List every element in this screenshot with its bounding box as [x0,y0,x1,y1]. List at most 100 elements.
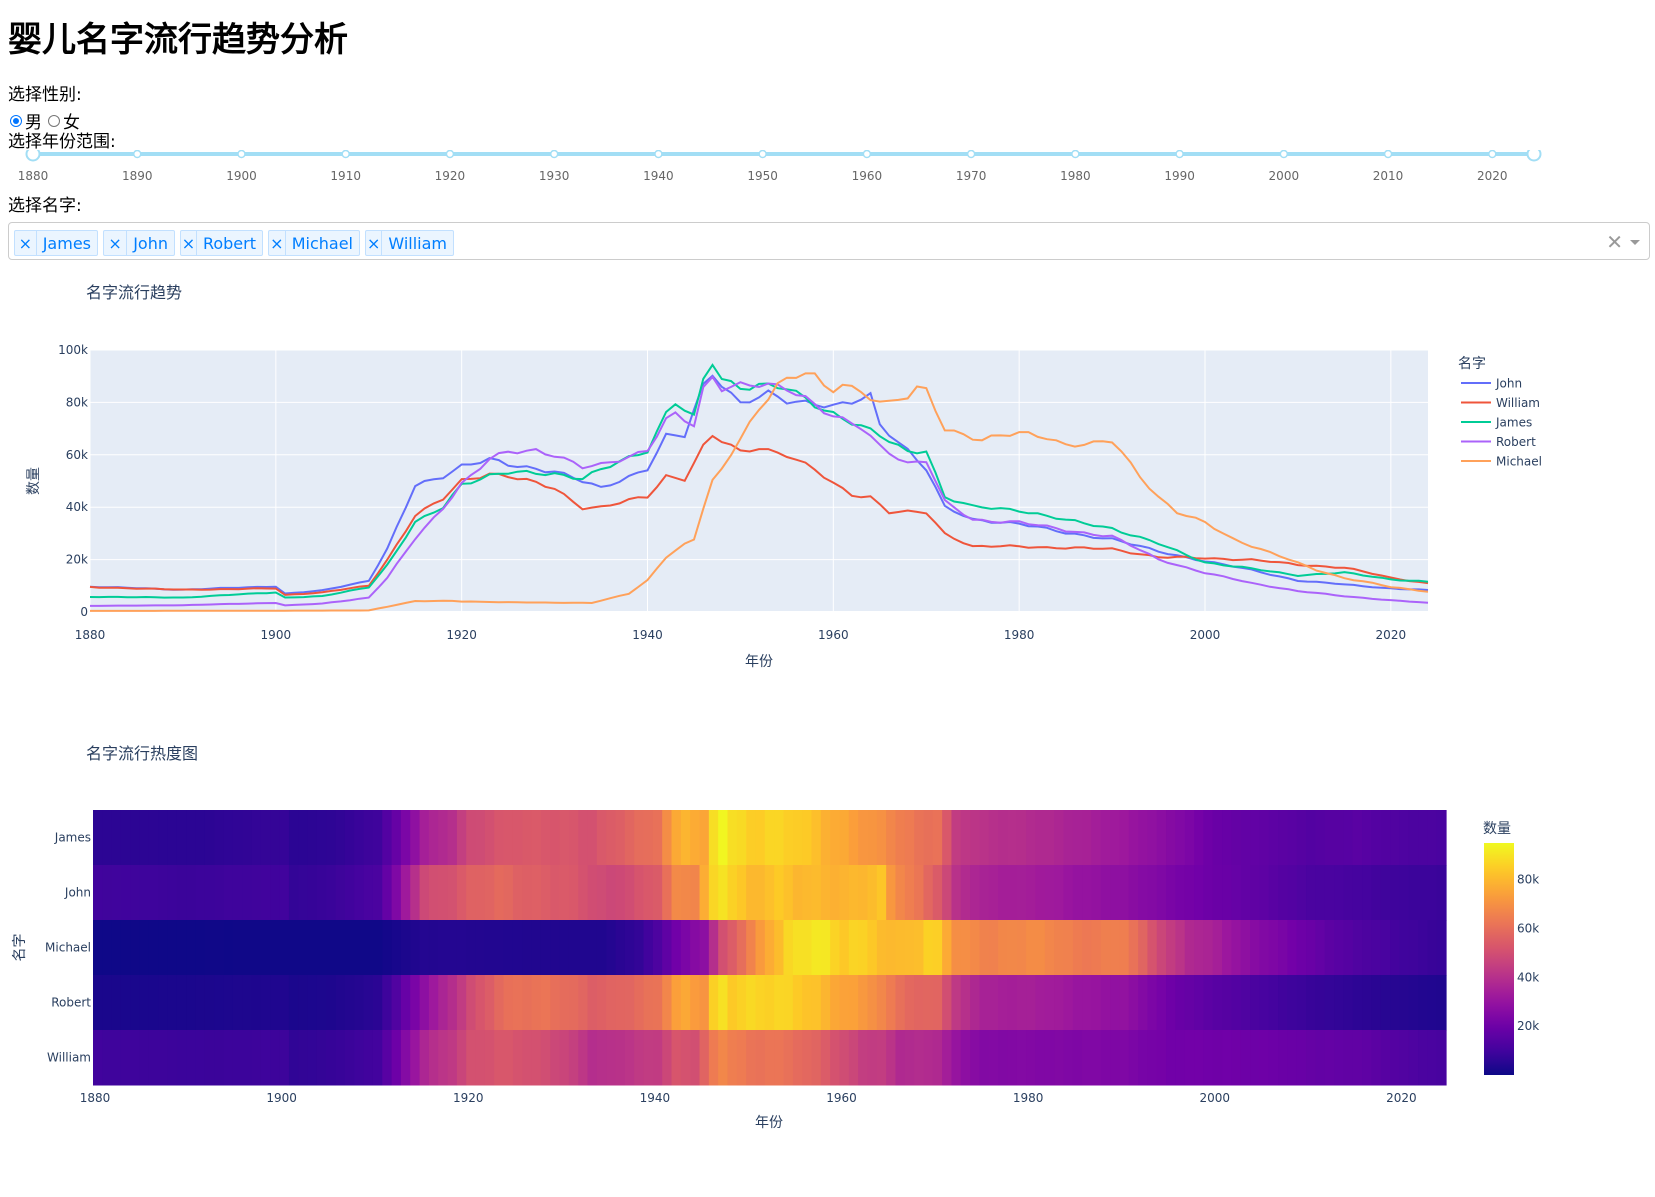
heatmap-cell [111,865,122,921]
heatmap-cell [1371,810,1382,866]
x-tick-label: 2000 [1199,1091,1230,1105]
slider-handle-start[interactable] [25,150,41,162]
heatmap-cell [251,975,262,1031]
heatmap-cell [456,920,467,976]
heatmap-row-james [93,810,1447,866]
heatmap-cell [195,920,206,976]
heatmap-cell [848,1030,859,1086]
chip-remove-icon[interactable]: × [269,231,286,255]
y-axis-title: 名字 [12,934,28,962]
heatmap-cell [1212,920,1223,976]
gender-male-label: 男 [25,113,42,133]
heatmap-cell [428,1030,439,1086]
heatmap-cell [727,810,738,866]
names-label: 选择名字: [8,196,82,216]
chip-remove-icon[interactable]: × [181,231,197,255]
name-chip[interactable]: × Michael [268,230,360,256]
radio-male[interactable] [10,114,22,127]
name-chip[interactable]: × James [14,230,98,256]
heatmap-cell [643,1030,654,1086]
heatmap-cell [690,975,701,1031]
heatmap-cell [1110,1030,1121,1086]
chevron-down-icon[interactable] [1630,240,1640,245]
heatmap-cell [1016,920,1027,976]
heatmap-cell [634,1030,645,1086]
heatmap-cell [755,865,766,921]
heatmap-cell [1371,1030,1382,1086]
radio-female[interactable] [48,114,60,127]
heatmap-cell [802,865,813,921]
heatmap-cell [419,810,430,866]
heatmap-cell [1259,1030,1270,1086]
heatmap-cell [195,865,206,921]
slider-handle-end[interactable] [1526,150,1542,162]
heatmap-cell [662,920,673,976]
heatmap-cell [288,1030,299,1086]
heatmap-cell [148,975,159,1031]
heatmap-cell [447,975,458,1031]
gender-option-male[interactable]: 男 [10,108,42,133]
heatmap-cell [1184,865,1195,921]
heatmap-cell [988,920,999,976]
heatmap-cell [1063,865,1074,921]
heatmap-cell [335,810,346,866]
heatmap-cell [1138,810,1149,866]
heatmap-cell [1091,1030,1102,1086]
heatmap-cell [158,975,169,1031]
heatmap-cell [699,920,710,976]
series-line-james [89,363,1429,599]
heatmap-cell [914,865,925,921]
heatmap-cell [736,1030,747,1086]
heatmap-cell [596,1030,607,1086]
name-chip[interactable]: × John [103,230,175,256]
heatmap-cell [363,865,374,921]
chip-remove-icon[interactable]: × [15,231,37,255]
heatmap-cell [1035,865,1046,921]
heatmap-cell [1203,1030,1214,1086]
name-chip[interactable]: × William [365,230,454,256]
x-axis-title: 年份 [755,1115,783,1131]
heatmap-cell [596,810,607,866]
heatmap-cell [1147,1030,1158,1086]
heatmap-cell [447,1030,458,1086]
heatmap-cell [1035,975,1046,1031]
heatmap-cell [1380,1030,1391,1086]
y-tick-label: 20k [66,553,88,567]
heatmap-cell [1147,920,1158,976]
heatmap-cell [1044,920,1055,976]
heatmap-cell [130,865,141,921]
heatmap-cell [680,1030,691,1086]
clear-all-icon[interactable]: ✕ [1606,230,1623,254]
chip-remove-icon[interactable]: × [366,231,383,255]
heatmap-cell [1063,810,1074,866]
heatmap-cell [438,1030,449,1086]
heatmap-cell [998,975,1009,1031]
heatmap-cell [587,920,598,976]
heatmap-cell [578,865,589,921]
gender-option-female[interactable]: 女 [48,108,80,133]
x-tick-label: 1960 [818,628,849,642]
year-range-slider[interactable]: 1880 1890 1900 1910 1920 1930 1940 1950 1960 1970… [0,150,1655,190]
heatmap-cell [979,1030,990,1086]
heatmap-cell [1100,920,1111,976]
heatmap-cell [410,865,421,921]
heatmap-chart: 名字流行热度图 James John Michael Robert William 1880… [12,744,1539,1131]
heatmap-cell [1259,810,1270,866]
heatmap-cell [1166,920,1176,976]
name-chip[interactable]: × Robert [180,230,263,256]
chip-label: Robert [202,233,256,253]
heatmap-cell [858,810,869,866]
heatmap-cell [1147,865,1158,921]
heatmap-cell [1324,975,1335,1031]
slider-mark-label: 1900 [226,169,257,183]
heatmap-cell [335,865,346,921]
chip-remove-icon[interactable]: × [104,231,128,255]
heatmap-cell [932,1030,943,1086]
heatmap-cell [830,865,841,921]
heatmap-cell [960,975,971,1031]
heatmap-cell [102,810,113,866]
heatmap-cell [1268,1030,1279,1086]
heatmap-cell [587,1030,598,1086]
names-multiselect[interactable]: × James × John × Robert × Michael × William ✕ [8,222,1650,260]
heatmap-cell [438,920,449,976]
